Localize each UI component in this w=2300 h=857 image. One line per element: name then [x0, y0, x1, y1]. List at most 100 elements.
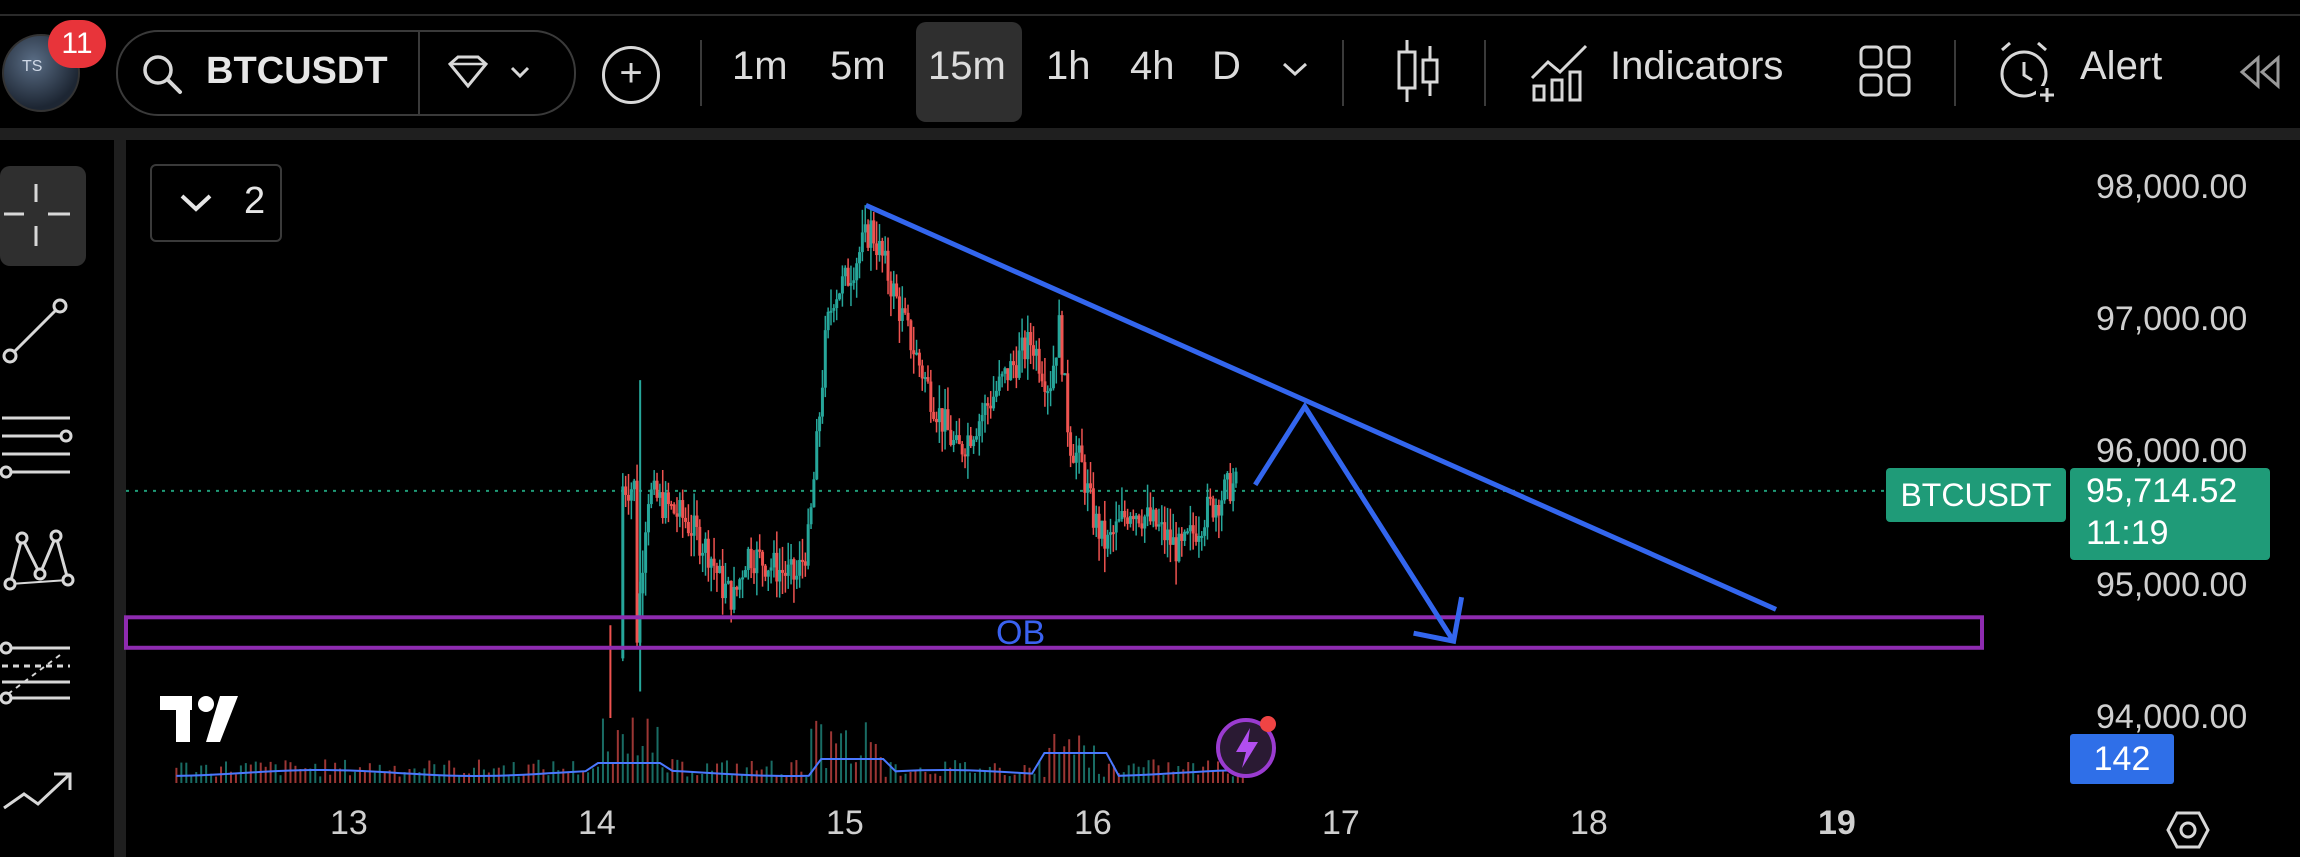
- volume-bar: [329, 774, 332, 783]
- trendline-tool-icon[interactable]: [0, 292, 76, 368]
- notification-badge[interactable]: 11: [48, 20, 106, 68]
- volume-bar: [239, 765, 242, 783]
- candle-body: [1097, 513, 1101, 539]
- horizontal-lines-tool-icon[interactable]: [0, 410, 76, 480]
- chevron-down-icon[interactable]: [1280, 60, 1310, 80]
- crosshair-tool[interactable]: [0, 166, 86, 266]
- candle-body: [960, 443, 964, 455]
- arrow-tool-icon[interactable]: [0, 760, 76, 820]
- timeframe-4h[interactable]: 4h: [1130, 44, 1175, 88]
- candle-body: [892, 283, 896, 297]
- candle-body: [1223, 479, 1227, 501]
- lightning-icon[interactable]: [1210, 712, 1284, 782]
- volume-bar: [562, 768, 565, 783]
- indicators-button[interactable]: Indicators: [1610, 44, 1784, 88]
- volume-bar: [487, 772, 490, 783]
- volume-bar: [800, 771, 803, 783]
- layout-grid-icon[interactable]: [1858, 44, 1912, 98]
- candle-body: [852, 280, 856, 283]
- volume-bar: [993, 763, 996, 783]
- volume-bar: [1088, 767, 1091, 783]
- volume-bar: [636, 755, 639, 783]
- volume-bar: [711, 770, 714, 783]
- candle-body: [1151, 509, 1155, 522]
- volume-bar: [180, 762, 183, 783]
- candle-body: [1205, 496, 1209, 528]
- volume-bar: [1197, 774, 1200, 783]
- candle-body: [686, 521, 690, 534]
- volume-bar: [944, 761, 947, 783]
- candle-body: [1031, 345, 1035, 356]
- candle-body: [706, 538, 710, 568]
- volume-bar: [190, 775, 193, 783]
- volume-bar: [1078, 735, 1081, 783]
- chart-settings-icon[interactable]: [2166, 810, 2210, 850]
- volume-bar: [646, 718, 649, 783]
- candle-body: [752, 568, 756, 574]
- candle-body: [923, 377, 927, 380]
- candle-body: [929, 381, 933, 412]
- volume-bar: [1226, 773, 1229, 783]
- alert-button[interactable]: Alert: [2080, 44, 2163, 88]
- volume-bar: [899, 775, 902, 783]
- timeframe-1h[interactable]: 1h: [1046, 44, 1091, 88]
- volume-bar: [423, 768, 426, 783]
- volume-bar: [1018, 773, 1021, 783]
- price-axis-label: 98,000.00: [2096, 168, 2248, 206]
- candle-body: [629, 489, 633, 501]
- price-axis-label: 97,000.00: [2096, 300, 2248, 338]
- fibonacci-tool-icon[interactable]: [0, 640, 76, 706]
- candle-body: [681, 500, 685, 518]
- volume-bar: [324, 759, 327, 783]
- symbol-search[interactable]: BTCUSDT: [116, 30, 576, 116]
- add-symbol-button[interactable]: +: [602, 46, 660, 104]
- candle-body: [1174, 537, 1178, 562]
- volume-bar: [879, 757, 882, 783]
- pattern-tool-icon[interactable]: [0, 524, 76, 600]
- candle-body: [624, 486, 628, 495]
- candle-body: [721, 565, 725, 599]
- indicators-icon[interactable]: [1528, 40, 1590, 102]
- candle-body: [709, 558, 713, 568]
- projection-path: [1253, 401, 1456, 643]
- volume-bar: [909, 771, 912, 783]
- volume-bar: [368, 763, 371, 783]
- candle-body: [1074, 452, 1078, 463]
- volume-bar: [626, 753, 629, 783]
- candle-body: [1140, 523, 1144, 529]
- volume-bar: [299, 768, 302, 783]
- volume-bar: [631, 717, 634, 783]
- timeframe-5m[interactable]: 5m: [830, 44, 886, 88]
- volume-bar: [502, 765, 505, 783]
- volume-bar: [666, 772, 669, 783]
- candle-body: [823, 330, 827, 388]
- volume-bar: [1231, 776, 1234, 783]
- candle-body: [649, 489, 653, 505]
- timeframe-15m[interactable]: 15m: [928, 44, 1006, 88]
- candlestick-icon[interactable]: [1394, 38, 1442, 104]
- candle-body: [1228, 473, 1232, 502]
- alarm-clock-icon[interactable]: [1994, 38, 2058, 104]
- volume-bar: [983, 771, 986, 783]
- candle-body: [735, 586, 739, 590]
- timeframe-d[interactable]: D: [1212, 44, 1241, 88]
- volume-bar: [978, 768, 981, 783]
- collapse-panel-icon[interactable]: [2236, 54, 2284, 90]
- volume-bar: [601, 718, 604, 783]
- candle-body: [646, 504, 650, 533]
- volume-bar: [815, 720, 818, 783]
- candle-body: [698, 526, 702, 556]
- candle-body: [695, 515, 699, 527]
- candle-body: [872, 220, 876, 244]
- candle-body: [906, 312, 910, 321]
- layout-toggle[interactable]: 2: [150, 164, 282, 242]
- order-block-label: OB: [996, 614, 1045, 652]
- candle-body: [1071, 455, 1075, 463]
- candle-body: [1000, 373, 1004, 377]
- volume-bar: [725, 760, 728, 783]
- timeframe-1m[interactable]: 1m: [732, 44, 788, 88]
- candle-body: [778, 569, 782, 582]
- candle-body: [715, 565, 719, 573]
- exchange-gem-icon[interactable]: [444, 54, 544, 94]
